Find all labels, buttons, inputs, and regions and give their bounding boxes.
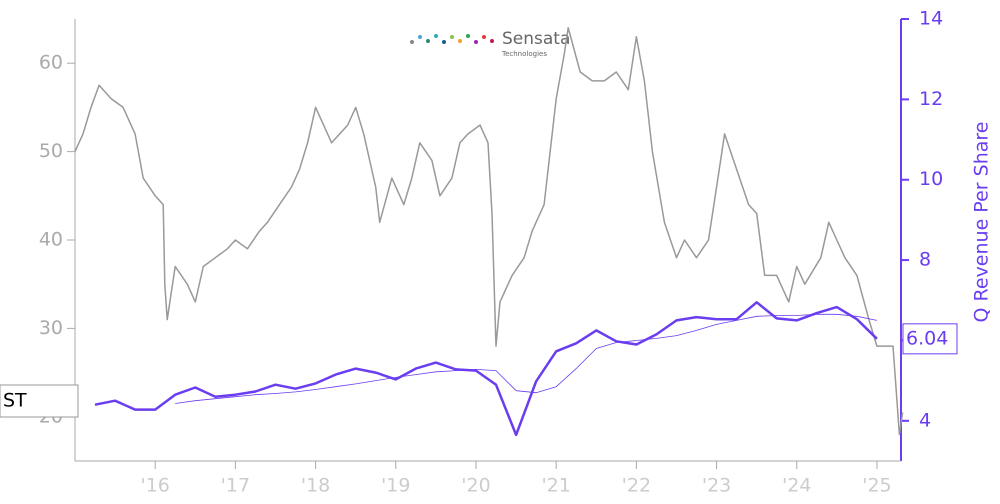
ticker-label: ST: [3, 390, 27, 412]
y-tick-label: 40: [39, 229, 63, 251]
logo-dot: [418, 35, 422, 39]
logo-dot: [450, 35, 454, 39]
logo-dot: [426, 39, 430, 43]
y-tick-label: 60: [39, 52, 63, 74]
x-tick-label: '21: [541, 475, 570, 497]
logo-dot: [458, 39, 462, 43]
x-tick-label: '22: [622, 475, 651, 497]
x-tick-label: '24: [782, 475, 811, 497]
y2-tick-label: 8: [919, 249, 931, 271]
y-tick-label: 30: [39, 317, 63, 339]
series-line: [175, 313, 877, 404]
y2-tick-label: 12: [919, 88, 943, 110]
y-tick-label: 50: [39, 140, 63, 162]
logo: Sensata Technologies: [410, 29, 570, 58]
x-tick-label: '25: [862, 475, 891, 497]
logo-dot: [482, 35, 486, 39]
logo-dot: [466, 34, 470, 38]
end-value-box: [902, 323, 958, 355]
series-line: [94, 301, 878, 437]
y2-tick-label: 14: [919, 8, 943, 30]
logo-dot: [410, 40, 414, 44]
series-line: [74, 27, 904, 436]
y2-axis-title: Q Revenue Per Share: [971, 122, 993, 323]
logo-dot: [474, 40, 478, 44]
end-value-label: 6.04: [906, 327, 948, 349]
x-tick-label: '20: [461, 475, 490, 497]
x-tick-label: '19: [381, 475, 410, 497]
logo-tagline: Technologies: [501, 50, 547, 58]
x-tick-label: '17: [221, 475, 250, 497]
y2-tick-label: 10: [919, 168, 943, 190]
logo-dot: [490, 39, 494, 43]
y2-tick-label: 4: [919, 409, 931, 431]
x-tick-label: '23: [702, 475, 731, 497]
logo-dot: [434, 34, 438, 38]
ticker-box: [0, 384, 79, 418]
x-tick-label: '18: [301, 475, 330, 497]
logo-name: Sensata: [502, 29, 570, 49]
logo-dot: [442, 40, 446, 44]
x-tick-label: '16: [140, 475, 169, 497]
